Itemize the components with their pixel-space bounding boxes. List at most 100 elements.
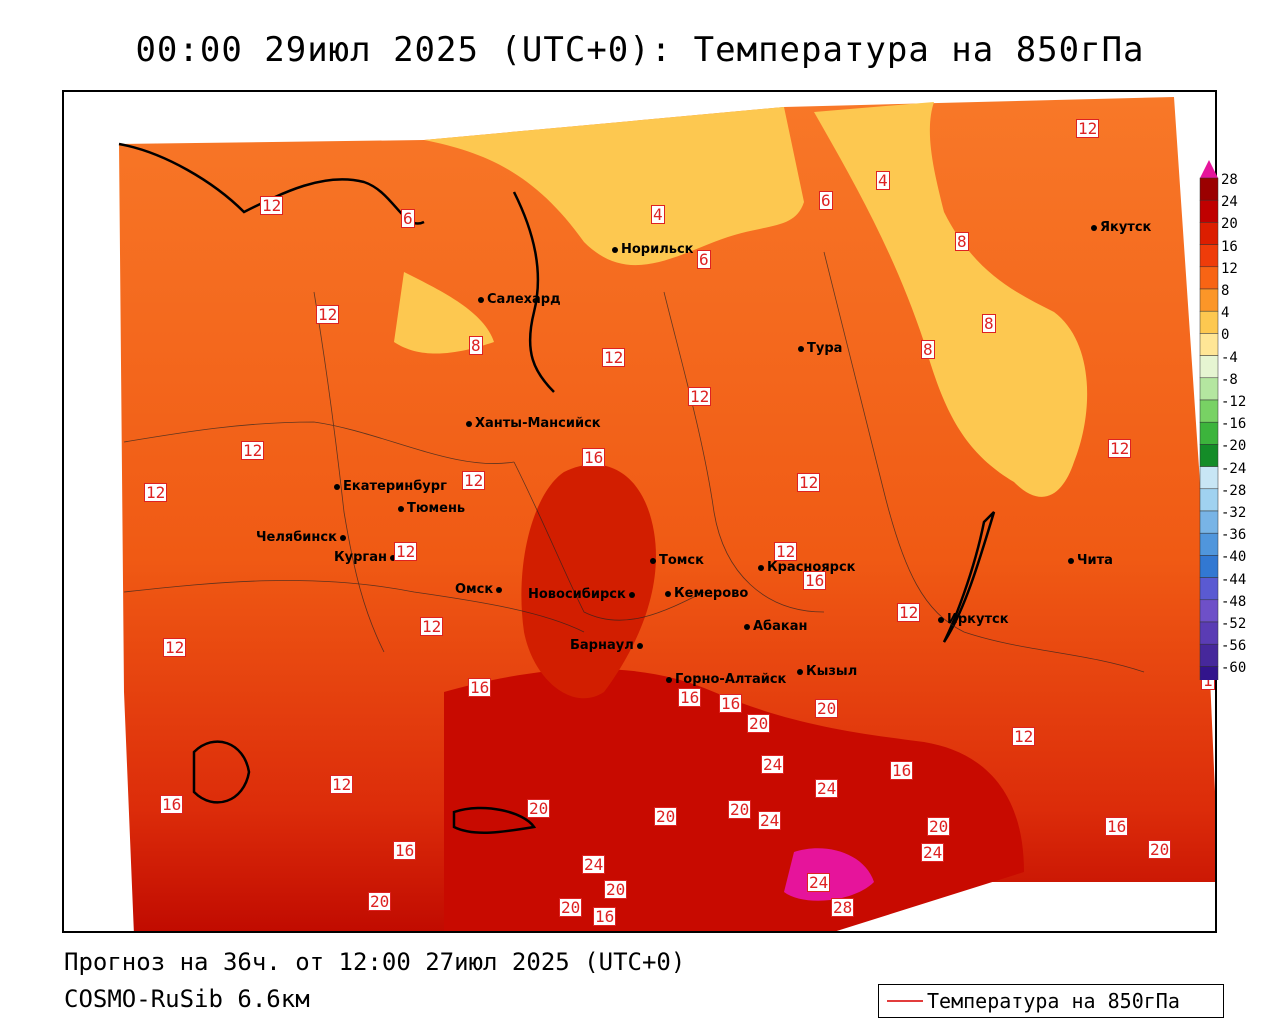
scale-tick-label: -12 [1221, 394, 1247, 410]
city-kurgan: Курган [334, 550, 399, 565]
isotherm-label: 24 [815, 779, 839, 798]
isotherm-label: 16 [593, 907, 617, 926]
warm-zone-center [521, 464, 656, 699]
scale-tick-label: 0 [1221, 327, 1230, 344]
city-dot-icon [389, 554, 396, 561]
scale-tick-label: -40 [1221, 549, 1247, 566]
isotherm-label: 12 [1076, 119, 1100, 138]
isotherm-label: 20 [815, 699, 839, 718]
isotherm-label: 12 [394, 542, 418, 561]
isotherm-label: 16 [803, 571, 827, 590]
isotherm-label: 12 [330, 775, 354, 794]
region-borders [123, 251, 1145, 673]
scale-tick-label: -60 [1221, 660, 1247, 677]
city-dot-icon [798, 345, 804, 352]
city-salekhard: Салехард [478, 292, 561, 307]
city-abakan: Абакан [744, 619, 808, 634]
city-irkutsk: Иркутск [938, 612, 1009, 627]
color-scale: 28 24 20 16 12 8 4 0 -4 -8 -12 -16 -20 -24 -28 -32 -36 -4… [1199, 160, 1279, 680]
isotherm-label: 12 [163, 638, 187, 657]
city-tomsk: Томск [650, 553, 704, 568]
city-dot-icon [628, 591, 635, 598]
city-dot-icon [665, 590, 671, 597]
isotherm-label: 4 [651, 205, 665, 224]
scale-tick-label: -48 [1221, 593, 1247, 610]
isotherm-label: 12 [897, 603, 921, 622]
lake-baikal [942, 511, 996, 643]
scale-segment [1199, 310, 1219, 334]
color-scale-bar [1199, 160, 1219, 680]
isotherm-label: 24 [758, 811, 782, 830]
temperature-field [118, 97, 1215, 931]
cool-zone-east [814, 102, 1088, 497]
isotherm-label: 12 [420, 617, 444, 636]
city-chelyabinsk: Челябинск [256, 530, 349, 545]
scale-tick-label: -56 [1221, 638, 1247, 655]
city-dot-icon [744, 623, 750, 630]
isotherm-label: 12 [260, 196, 284, 215]
city-khanty-mansiysk: Ханты-Мансийск [466, 416, 601, 431]
isotherm-label: 12 [1108, 439, 1132, 458]
isotherm-label: 12 [241, 441, 265, 460]
isotherm-label: 16 [582, 448, 606, 467]
city-dot-icon [758, 564, 764, 571]
scale-segment [1199, 199, 1219, 223]
city-dot-icon [612, 246, 618, 253]
isotherm-label: 20 [368, 892, 392, 911]
cool-zone-yamal [394, 272, 494, 354]
scale-tick-label: 24 [1221, 194, 1238, 211]
scale-tick-label: -24 [1221, 460, 1247, 477]
scale-segment [1199, 488, 1219, 512]
scale-tick-label: -16 [1221, 416, 1247, 433]
isotherm-label: 24 [921, 843, 945, 862]
isotherm-label: 12 [1012, 727, 1036, 746]
scale-segment [1199, 466, 1219, 490]
scale-segment [1199, 266, 1219, 290]
city-dot-icon [496, 586, 503, 593]
scale-tick-label: -8 [1221, 371, 1238, 388]
isotherm-label: 20 [604, 880, 628, 899]
city-norilsk: Норильск [612, 242, 694, 257]
city-dot-icon [1068, 557, 1074, 564]
scale-tick-label: 8 [1221, 283, 1230, 299]
city-chita: Чита [1068, 553, 1113, 568]
isotherm-label: 20 [927, 817, 951, 836]
forecast-info: Прогноз на 36ч. от 12:00 27июл 2025 (UTC… [64, 948, 686, 976]
scale-tick-label: 12 [1221, 260, 1238, 277]
isotherm-label: 20 [654, 807, 678, 826]
city-dot-icon [666, 676, 672, 683]
coastline-ob [512, 191, 555, 393]
city-dot-icon [636, 642, 643, 649]
scale-segment [1199, 510, 1219, 534]
scale-tick-label: -4 [1221, 349, 1238, 366]
isotherm-label: 20 [559, 898, 583, 917]
scale-tick-label: 4 [1221, 305, 1230, 322]
isotherm-label: 16 [678, 688, 702, 707]
scale-segment [1199, 399, 1219, 423]
scale-segment [1199, 643, 1219, 667]
isotherm-label: 12 [774, 542, 798, 561]
isotherm-label: 12 [602, 348, 626, 367]
isotherm-label: 16 [160, 795, 184, 814]
cool-zone-north [424, 107, 804, 266]
city-omsk: Омск [455, 582, 505, 597]
scale-tick-label: -20 [1221, 438, 1247, 455]
scale-segment [1199, 177, 1219, 201]
isotherm-label: 12 [688, 387, 712, 406]
model-name: COSMO-RuSib 6.6км [64, 985, 310, 1013]
scale-segment [1199, 444, 1219, 467]
legend-line-icon [887, 1000, 923, 1002]
city-dot-icon [478, 296, 484, 303]
city-krasnoyarsk: Красноярск [758, 560, 856, 575]
city-dot-icon [797, 668, 803, 675]
isotherm-label: 6 [697, 250, 711, 269]
city-kemerovo: Кемерово [665, 586, 748, 601]
isotherm-label: 16 [468, 678, 492, 697]
scale-segment [1199, 377, 1219, 401]
isotherm-label: 24 [761, 755, 785, 774]
legend-label: Температура на 850гПа [927, 989, 1180, 1013]
city-dot-icon [334, 483, 340, 490]
scale-tick-label: -44 [1221, 571, 1247, 588]
scale-tick-label: 28 [1221, 172, 1238, 188]
scale-segment [1199, 577, 1219, 601]
